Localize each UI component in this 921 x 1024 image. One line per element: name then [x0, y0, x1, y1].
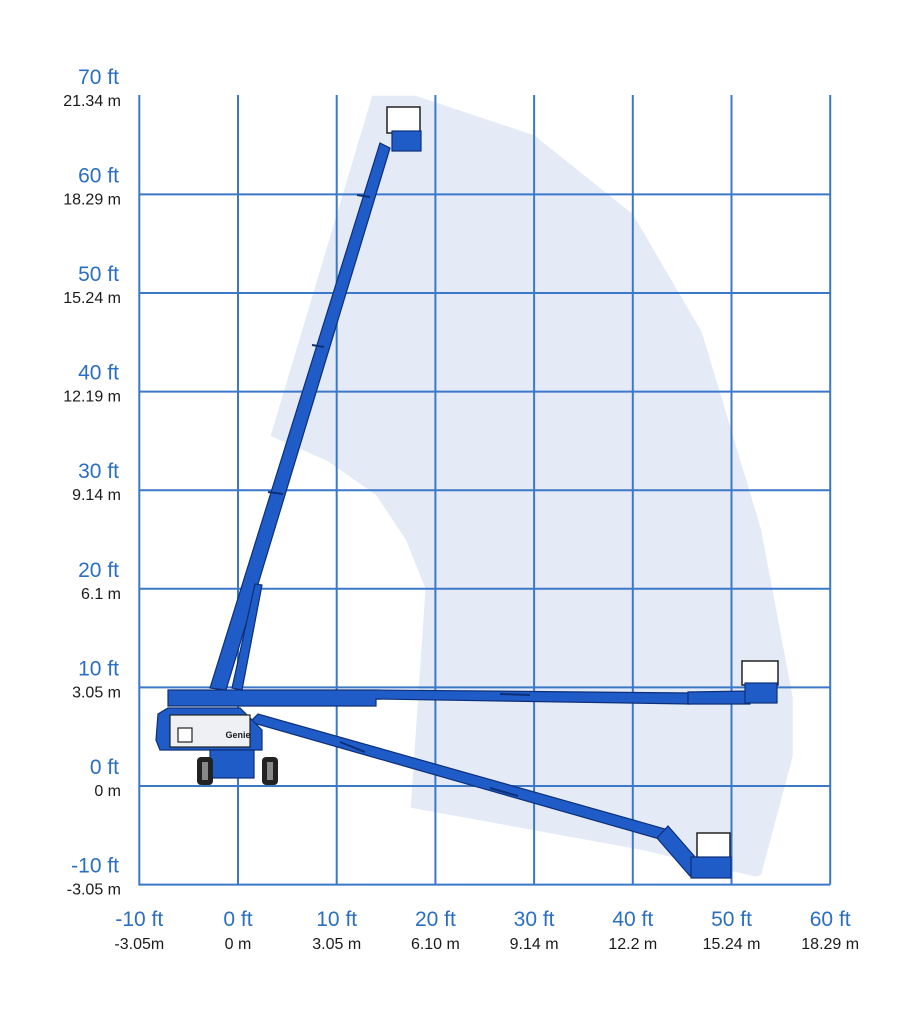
x-tick-label-ft: -10 ft	[115, 908, 163, 931]
y-tick-label-ft: 30 ft	[78, 460, 119, 483]
boom-horizontal-joint	[499, 693, 531, 696]
x-tick-label-ft: 10 ft	[316, 908, 357, 931]
platform-horizontal	[741, 660, 779, 704]
x-tick-label-m: 18.29 m	[801, 936, 859, 953]
y-tick-label-m: 3.05 m	[72, 684, 121, 701]
x-tick-label-m: 9.14 m	[510, 936, 559, 953]
wheel-left-hub	[202, 762, 208, 780]
x-tick-label-ft: 50 ft	[711, 908, 752, 931]
platform-horizontal-rail	[741, 660, 779, 686]
y-tick-label-m: 6.1 m	[81, 586, 121, 603]
boom-vertical-joint-2	[311, 344, 325, 348]
x-axis-labels: -10 ft -3.05m 0 ft 0 m 10 ft 3.05 m 20 ft 6.10 …	[114, 908, 859, 953]
axle-frame	[209, 749, 255, 779]
x-tick-label-m: 15.24 m	[703, 936, 761, 953]
y-tick-label-m: 15.24 m	[63, 290, 121, 307]
boom-vertical-arm	[209, 142, 391, 691]
y-tick-label-m: 0 m	[94, 783, 121, 800]
x-tick-label-ft: 20 ft	[415, 908, 456, 931]
y-tick-label-ft: 50 ft	[78, 263, 119, 286]
control-box	[177, 727, 193, 743]
platform-below-grade-rail	[696, 832, 731, 860]
y-tick-label-ft: 0 ft	[90, 756, 119, 779]
y-axis-labels: -10 ft -3.05 m 0 ft 0 m 10 ft 3.05 m 20 ft 6.1 …	[63, 66, 121, 899]
y-tick-label-ft: 20 ft	[78, 559, 119, 582]
y-tick-label-ft: -10 ft	[71, 855, 119, 878]
y-tick-label-m: 12.19 m	[63, 389, 121, 406]
platform-below-grade-basket	[690, 856, 732, 879]
y-tick-label-m: -3.05 m	[67, 882, 121, 899]
x-tick-label-ft: 40 ft	[612, 908, 653, 931]
platform-vertical	[386, 106, 422, 152]
platform-below-grade	[690, 832, 732, 879]
grid-lines	[138, 95, 832, 886]
boom-lift-illustration: Genie	[155, 106, 779, 879]
boom-vertical	[209, 106, 422, 691]
y-tick-label-ft: 70 ft	[78, 66, 119, 89]
x-tick-label-m: 6.10 m	[411, 936, 460, 953]
y-tick-label-m: 9.14 m	[72, 487, 121, 504]
brand-logo: Genie	[225, 730, 250, 740]
boom-below-grade-joint-2	[489, 787, 519, 797]
chassis: Genie	[155, 707, 278, 785]
boom-vertical-lift-cylinder	[231, 583, 263, 691]
x-tick-label-m: 12.2 m	[608, 936, 657, 953]
wheel-right-hub	[267, 762, 273, 780]
x-tick-label-m: 0 m	[225, 936, 252, 953]
platform-horizontal-basket	[744, 682, 778, 704]
y-tick-label-m: 18.29 m	[63, 191, 121, 208]
boom-horizontal-tip	[687, 690, 751, 705]
x-tick-label-ft: 0 ft	[223, 908, 252, 931]
boom-vertical-joint	[267, 491, 284, 495]
x-tick-label-m: 3.05 m	[312, 936, 361, 953]
y-tick-label-m: 21.34 m	[63, 93, 121, 110]
boom-horizontal-arm	[167, 689, 691, 707]
work-envelope-area	[270, 95, 793, 877]
platform-vertical-rail	[386, 106, 421, 134]
boom-horizontal	[167, 660, 779, 707]
boom-vertical-joint-3	[356, 194, 371, 198]
x-tick-label-m: -3.05m	[114, 936, 164, 953]
boom-below-grade-joint	[339, 741, 366, 753]
y-tick-label-ft: 10 ft	[78, 657, 119, 680]
x-tick-label-ft: 60 ft	[810, 908, 851, 931]
y-tick-label-ft: 40 ft	[78, 362, 119, 385]
axis-lines	[138, 95, 831, 886]
x-tick-label-ft: 30 ft	[514, 908, 555, 931]
platform-vertical-basket	[391, 130, 422, 152]
boom-below-grade	[248, 713, 732, 879]
y-tick-label-ft: 60 ft	[78, 164, 119, 187]
